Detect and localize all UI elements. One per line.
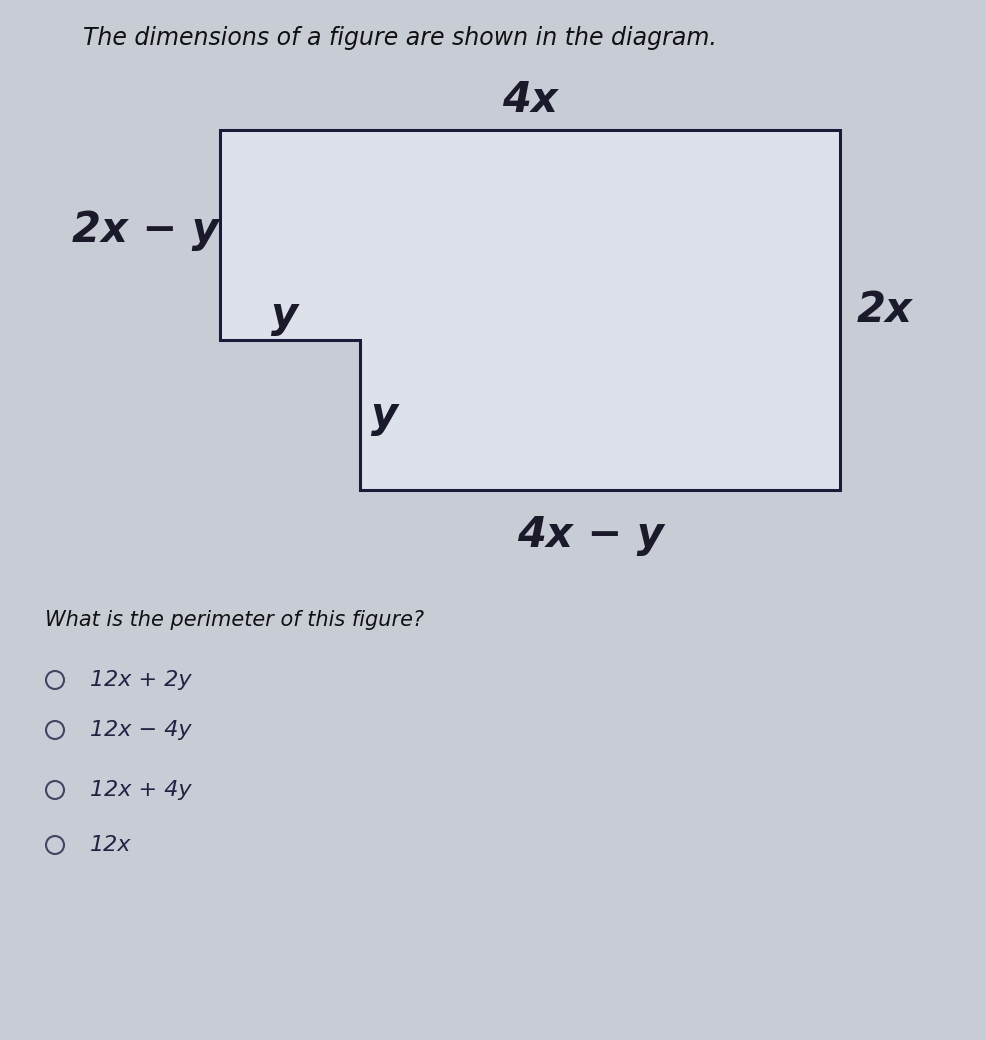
Polygon shape [220,130,840,490]
Text: 12x − 4y: 12x − 4y [90,720,191,740]
Text: 12x: 12x [90,835,131,855]
Text: The dimensions of a figure are shown in the diagram.: The dimensions of a figure are shown in … [83,26,717,50]
Text: y: y [372,394,398,436]
Text: 4x: 4x [502,79,558,121]
Text: 4x − y: 4x − y [517,514,664,556]
Text: 2x: 2x [857,289,913,331]
Text: 12x + 4y: 12x + 4y [90,780,191,800]
Text: 2x − y: 2x − y [72,209,219,251]
Text: What is the perimeter of this figure?: What is the perimeter of this figure? [45,610,424,630]
Text: 12x + 2y: 12x + 2y [90,670,191,690]
Text: y: y [271,294,299,336]
